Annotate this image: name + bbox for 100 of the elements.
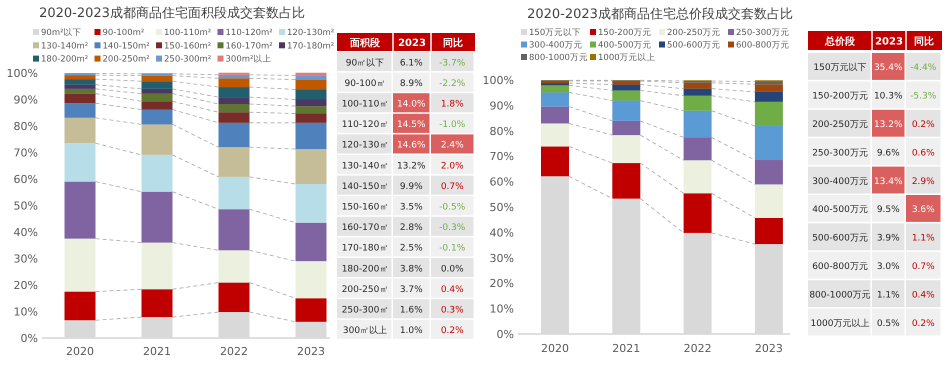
bar	[754, 160, 783, 184]
data-label: 0.2%	[912, 318, 936, 329]
y-axis-title: 面积段	[349, 37, 381, 49]
y-tick-label: 50%	[14, 200, 38, 212]
data-label: 14.5%	[396, 120, 426, 130]
data-label: -3.7%	[439, 58, 466, 68]
x-tick-label: 同比	[443, 37, 463, 49]
y-tick-label: 30%	[490, 252, 514, 265]
bar	[612, 135, 640, 164]
data-label: 1.1%	[912, 234, 936, 244]
bar	[612, 90, 640, 101]
bar	[612, 100, 640, 121]
bar	[142, 81, 172, 89]
y-tick-label: 20%	[490, 277, 514, 290]
legend-label: 600-800万元	[736, 40, 790, 50]
x-tick-label: 2022	[220, 345, 248, 358]
bar	[296, 75, 326, 80]
bar	[142, 192, 172, 243]
bar	[296, 100, 326, 106]
data-label: 6.1%	[400, 58, 424, 68]
bar	[218, 74, 250, 78]
y-tick-label: 120-130㎡	[342, 140, 388, 151]
legend-label: 140-150m²	[102, 41, 150, 52]
bar	[754, 218, 783, 244]
y-tick-label: 20%	[14, 279, 38, 292]
bar	[296, 149, 326, 184]
bar	[142, 289, 172, 318]
data-label: 3.6%	[912, 205, 936, 216]
bar	[684, 110, 712, 138]
y-tick-label: 0%	[20, 332, 38, 345]
data-label: 0.7%	[912, 262, 936, 272]
legend-label: 500-600万元	[667, 40, 721, 50]
bar	[296, 80, 326, 90]
bar	[296, 298, 326, 322]
bar	[296, 106, 326, 114]
legend-label: 90-100m²	[102, 28, 144, 38]
legend-label: 200-250m²	[102, 54, 150, 65]
bar	[684, 232, 712, 334]
bar	[296, 322, 326, 338]
bar	[612, 81, 640, 85]
y-tick-label: 40%	[490, 226, 514, 240]
x-tick-label: 2023	[297, 345, 325, 358]
data-label: 0.4%	[440, 284, 464, 295]
y-tick-label: 110-120㎡	[342, 120, 388, 130]
y-tick-label: 500-600万元	[812, 232, 868, 244]
data-label: 3.0%	[876, 262, 900, 272]
bar	[218, 97, 250, 104]
data-label: 2.9%	[912, 176, 936, 187]
bar	[296, 122, 326, 150]
legend-label: 150-200万元	[598, 27, 652, 38]
bar	[296, 222, 326, 262]
bar	[541, 92, 569, 107]
bar	[296, 261, 326, 298]
data-label: 1.1%	[876, 290, 900, 300]
legend-label: 110-120m²	[226, 28, 273, 38]
bar	[142, 76, 172, 82]
y-tick-label: 800-1000万元	[809, 289, 871, 300]
chart-title: 2020-2023成都商品住宅面积段成交套数占比	[39, 5, 305, 21]
y-tick-label: 180-200㎡	[342, 264, 388, 274]
legend-label: 120-130m²	[287, 28, 334, 38]
y-tick-label: 1000万元以上	[810, 318, 870, 329]
x-tick-label: 2023	[875, 36, 903, 48]
legend-label: 150-160m²	[164, 41, 212, 52]
bar	[684, 137, 712, 160]
data-label: 14.6%	[396, 140, 426, 151]
bar	[142, 154, 172, 192]
y-tick-label: 130-140㎡	[342, 161, 388, 172]
bar	[754, 126, 783, 160]
y-tick-label: 10%	[14, 306, 38, 318]
data-label: 0.2%	[912, 120, 936, 130]
data-label: 3.7%	[400, 284, 424, 295]
bar	[684, 88, 712, 96]
bar	[754, 184, 783, 218]
bar	[684, 160, 712, 194]
bar	[754, 244, 783, 334]
y-tick-label: 100%	[6, 67, 38, 80]
y-tick-label: 300㎡以上	[342, 325, 388, 336]
y-tick-label: 160-170㎡	[342, 223, 388, 234]
chart-title: 2020-2023成都商品住宅总价段成交套数占比	[527, 6, 793, 22]
bar	[754, 92, 783, 102]
data-label: 14.0%	[396, 100, 426, 110]
y-tick-label: 200-250㎡	[342, 284, 388, 295]
x-tick-label: 2021	[143, 345, 171, 358]
y-tick-label: 150万元以下	[813, 62, 867, 74]
bar	[754, 82, 783, 84]
bar	[64, 320, 96, 338]
y-tick-label: 0%	[496, 328, 514, 341]
data-label: 13.2%	[874, 120, 903, 130]
bar	[296, 72, 326, 76]
data-label: 3.9%	[876, 234, 900, 244]
x-tick-label: 2023	[754, 342, 783, 355]
legend-label: 250-300万元	[736, 27, 790, 38]
bar	[684, 96, 712, 111]
bar	[64, 94, 96, 104]
bar	[218, 250, 250, 283]
bar	[612, 198, 640, 334]
y-tick-label: 80%	[14, 120, 38, 133]
data-label: 13.2%	[396, 161, 426, 172]
y-axis-title: 总价段	[824, 36, 856, 48]
y-tick-label: 90㎡以下	[346, 57, 384, 68]
